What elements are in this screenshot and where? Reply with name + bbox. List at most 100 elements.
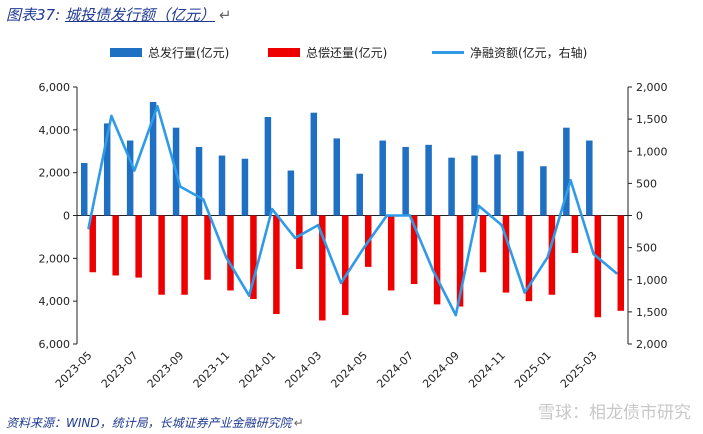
- bar-repayment: [571, 215, 579, 253]
- net-point: [270, 207, 274, 211]
- bar-issuance: [471, 155, 478, 216]
- net-point: [500, 223, 503, 227]
- bar-issuance: [264, 116, 272, 216]
- bar-issuance: [494, 154, 501, 216]
- x-tick-label: 2024-09: [420, 349, 462, 391]
- net-point: [615, 272, 618, 275]
- bar-issuance: [287, 170, 295, 216]
- bar-repayment: [617, 215, 625, 311]
- watermark: 雪球：相龙债市研究: [538, 403, 691, 423]
- net-point: [385, 214, 389, 217]
- bar-repayment: [204, 215, 211, 280]
- y-right-tick-label: 0: [636, 210, 643, 223]
- legend-swatch-repayment: [268, 48, 300, 57]
- x-tick-label: 2025-01: [512, 349, 554, 391]
- legend-swatch-issuance: [110, 48, 142, 57]
- bar-repayment: [135, 215, 142, 278]
- net-point: [247, 294, 251, 298]
- bar-repayment: [158, 215, 165, 295]
- y-right-tick-label: 500: [636, 242, 657, 255]
- bar-repayment: [479, 215, 487, 273]
- x-tick-label: 2023-05: [53, 349, 95, 391]
- legend-label-repayment: 总偿还量(亿元): [306, 46, 388, 60]
- y-left-tick-label: 4,000: [39, 295, 71, 308]
- net-point: [477, 204, 480, 208]
- bar-repayment: [273, 215, 280, 315]
- bar-repayment: [502, 215, 510, 293]
- y-right-tick-label: 1,000: [636, 145, 668, 158]
- net-point: [523, 291, 526, 294]
- y-right-tick-label: 1,000: [636, 274, 668, 287]
- title-return-mark: ↵: [218, 6, 232, 24]
- bar-issuance: [448, 157, 455, 216]
- net-point: [179, 185, 182, 188]
- bar-issuance: [379, 140, 386, 216]
- bar-issuance: [103, 123, 111, 216]
- net-point: [408, 214, 412, 217]
- bar-repayment: [112, 215, 119, 276]
- legend-item-issuance: 总发行量(亿元): [110, 44, 229, 61]
- bar-repayment: [594, 215, 602, 318]
- bar-issuance: [425, 144, 432, 216]
- bar-repayment: [410, 215, 418, 285]
- bar-issuance: [80, 163, 88, 216]
- x-tick-label: 2025-03: [558, 349, 600, 391]
- bar-repayment: [342, 215, 349, 316]
- net-point: [546, 256, 549, 259]
- bar-issuance: [402, 146, 409, 216]
- bar-repayment: [296, 215, 303, 270]
- x-tick-label: 2024-07: [374, 349, 416, 391]
- bar-issuance: [517, 151, 524, 216]
- bar-repayment: [548, 215, 556, 295]
- bar-repayment: [181, 215, 188, 295]
- y-left-tick-label: 2,000: [39, 252, 71, 265]
- bar-repayment: [525, 215, 533, 302]
- bar-issuance: [149, 101, 157, 216]
- x-tick-label: 2024-05: [328, 349, 370, 391]
- y-right-tick-label: 500: [636, 177, 657, 190]
- net-point: [592, 252, 595, 256]
- bar-issuance: [241, 158, 249, 216]
- bar-issuance: [586, 140, 593, 216]
- bar-issuance: [333, 138, 341, 216]
- net-point: [225, 256, 228, 259]
- net-point: [133, 169, 136, 172]
- bar-repayment: [89, 215, 96, 273]
- bar-issuance: [356, 173, 363, 216]
- series-line-net: [87, 105, 618, 317]
- y-left-tick-label: 6,000: [39, 338, 71, 351]
- net-point: [316, 223, 320, 227]
- title-text: 城投债发行额（亿元）: [64, 6, 215, 24]
- bar-issuance: [126, 140, 134, 216]
- net-point: [156, 105, 159, 108]
- y-left-tick-label: 6,000: [39, 81, 71, 94]
- bar-issuance: [195, 146, 203, 216]
- net-point: [569, 178, 572, 182]
- title-prefix: 图表37:: [6, 6, 61, 24]
- bar-repayment: [319, 215, 326, 321]
- bar-repayment: [387, 215, 395, 291]
- y-right-tick-label: 2,000: [636, 338, 668, 351]
- legend-swatch-net: [432, 51, 464, 54]
- source-note: 资料来源：WIND，统计局，长城证券产业金融研究院 ↵: [6, 414, 304, 431]
- x-tick-label: 2024-03: [282, 349, 324, 391]
- bar-issuance: [563, 127, 570, 216]
- legend: 总发行量(亿元) 总偿还量(亿元) 净融资额(亿元，右轴): [0, 44, 703, 62]
- net-point: [339, 281, 343, 285]
- bar-repayment: [433, 215, 441, 305]
- bar-issuance: [540, 166, 547, 216]
- legend-label-net: 净融资额(亿元，右轴): [470, 46, 588, 60]
- y-right-tick-label: 1,500: [636, 113, 668, 126]
- net-point: [362, 246, 366, 249]
- legend-item-repayment: 总偿还量(亿元): [268, 44, 387, 61]
- source-return-mark: ↵: [293, 416, 304, 430]
- chart-title: 图表37: 城投债发行额（亿元） ↵: [6, 4, 232, 25]
- source-text: 资料来源：WIND，统计局，长城证券产业金融研究院: [6, 416, 292, 430]
- legend-item-net: 净融资额(亿元，右轴): [432, 44, 587, 61]
- net-point: [454, 313, 458, 317]
- legend-label-issuance: 总发行量(亿元): [148, 46, 230, 60]
- x-tick-label: 2023-11: [191, 349, 233, 391]
- net-point: [110, 114, 113, 118]
- bar-repayment: [227, 215, 234, 291]
